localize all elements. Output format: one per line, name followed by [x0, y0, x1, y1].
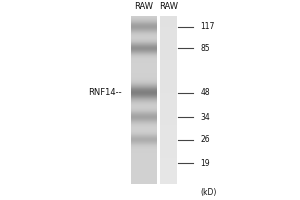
- Text: 85: 85: [200, 44, 210, 53]
- Text: RAW: RAW: [159, 2, 178, 11]
- Text: RAW: RAW: [134, 2, 153, 11]
- Text: RNF14--: RNF14--: [88, 88, 122, 97]
- Text: 26: 26: [200, 135, 210, 144]
- Text: 117: 117: [200, 22, 215, 31]
- Text: 19: 19: [200, 159, 210, 168]
- Text: 48: 48: [200, 88, 210, 97]
- Text: 34: 34: [200, 113, 210, 122]
- Text: (kD): (kD): [200, 188, 217, 197]
